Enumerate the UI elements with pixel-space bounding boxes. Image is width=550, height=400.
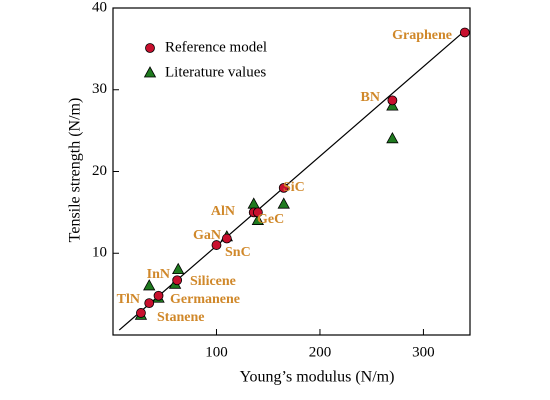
point — [143, 279, 156, 291]
y-tick-label: 10 — [92, 245, 107, 261]
y-tick-label: 40 — [92, 0, 107, 15]
point — [136, 308, 146, 318]
y-tick-label: 30 — [92, 81, 107, 97]
point — [386, 131, 399, 144]
point — [387, 95, 398, 106]
point — [251, 213, 265, 225]
point-label: TlN — [117, 292, 140, 307]
point-label: AlN — [211, 204, 235, 219]
point — [172, 275, 183, 286]
point-label: GaN — [193, 228, 221, 243]
x-axis-label: Young’s modulus (N/m) — [240, 369, 395, 386]
point — [144, 298, 155, 309]
point — [172, 262, 185, 274]
legend-marker — [145, 43, 155, 53]
point — [278, 182, 289, 193]
point — [221, 233, 232, 244]
point — [211, 240, 222, 250]
point — [459, 27, 470, 38]
x-tick-label: 300 — [412, 344, 435, 360]
point-label: Silicene — [190, 274, 236, 289]
point — [153, 290, 164, 301]
point-label: InN — [147, 267, 170, 282]
y-tick-label: 20 — [92, 163, 107, 179]
point-label: BN — [361, 90, 380, 105]
point — [252, 207, 263, 218]
x-tick-label: 200 — [309, 344, 332, 360]
legend-label: Literature values — [165, 64, 266, 80]
point-label: SnC — [225, 245, 251, 260]
x-tick-label: 100 — [205, 344, 228, 360]
point-label: SiC — [283, 180, 305, 195]
point — [277, 197, 290, 209]
point-label: Stanene — [157, 310, 204, 325]
point-label: Germanene — [170, 292, 240, 307]
point-label: GeC — [257, 212, 284, 227]
point — [247, 197, 260, 209]
plot-frame — [112, 7, 471, 336]
legend-marker — [143, 66, 157, 78]
y-axis-label: Tensile strength (N/m) — [67, 98, 84, 243]
legend-label: Reference model — [165, 39, 267, 55]
point-label: Graphene — [392, 28, 452, 43]
